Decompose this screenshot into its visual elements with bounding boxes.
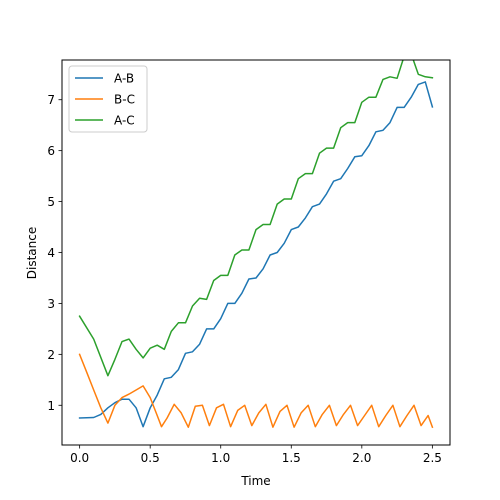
y-tick-label: 7 — [47, 93, 55, 107]
x-axis-title: Time — [240, 474, 270, 488]
legend-label-a-c: A-C — [114, 114, 135, 128]
x-axis: 0.0 0.5 1.0 1.5 2.0 2.5 — [70, 445, 442, 465]
y-axis-title: Distance — [25, 227, 39, 279]
legend-label-a-b: A-B — [114, 72, 134, 86]
y-tick-label: 4 — [47, 246, 55, 260]
y-tick-label: 1 — [47, 399, 55, 413]
x-tick-label: 2.0 — [352, 451, 371, 465]
series-line-a-c — [78, 60, 434, 377]
series-line-a-b — [78, 81, 434, 428]
x-tick-label: 1.5 — [282, 451, 301, 465]
x-tick-label: 0.5 — [141, 451, 160, 465]
legend-frame — [68, 65, 148, 133]
legend-label-b-c: B-C — [114, 93, 135, 107]
x-tick-label: 0.0 — [70, 451, 89, 465]
y-tick-label: 5 — [47, 195, 55, 209]
y-tick-label: 2 — [47, 348, 55, 362]
x-tick-label: 2.5 — [423, 451, 442, 465]
x-tick-label: 1.0 — [211, 451, 230, 465]
series-lines — [78, 60, 434, 429]
legend: A-B B-C A-C — [68, 65, 148, 133]
series-line-b-c — [78, 353, 434, 429]
y-axis: 1 2 3 4 5 6 7 — [47, 93, 62, 413]
y-tick-label: 6 — [47, 144, 55, 158]
y-tick-label: 3 — [47, 297, 55, 311]
